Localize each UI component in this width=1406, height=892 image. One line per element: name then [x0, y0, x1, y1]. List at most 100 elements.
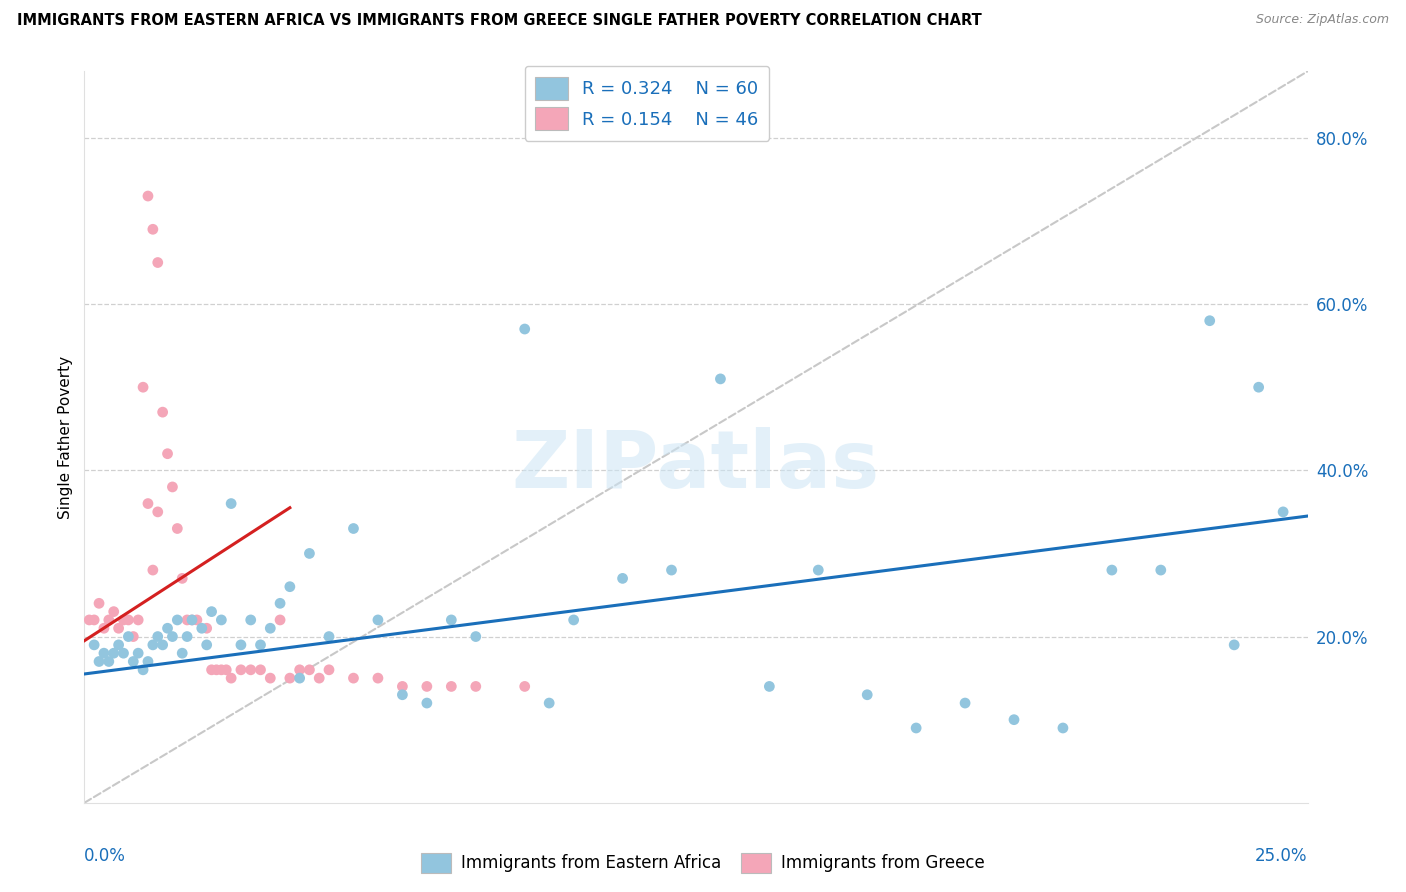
Point	[97, 613, 120, 627]
Point	[152, 405, 174, 419]
Point	[391, 680, 413, 694]
Point	[117, 630, 139, 644]
Text: Source: ZipAtlas.com: Source: ZipAtlas.com	[1256, 13, 1389, 27]
Point	[464, 630, 486, 644]
Text: 25.0%: 25.0%	[1256, 847, 1308, 864]
Point	[1223, 638, 1246, 652]
Point	[156, 621, 179, 635]
Point	[152, 638, 174, 652]
Point	[142, 638, 165, 652]
Point	[367, 671, 389, 685]
Point	[112, 646, 135, 660]
Point	[112, 613, 135, 627]
Point	[127, 613, 149, 627]
Point	[209, 663, 232, 677]
Point	[269, 596, 291, 610]
Point	[162, 480, 184, 494]
Point	[278, 671, 301, 685]
Point	[318, 663, 340, 677]
Point	[259, 671, 281, 685]
Point	[146, 630, 169, 644]
Point	[181, 613, 204, 627]
Point	[166, 613, 188, 627]
Point	[249, 638, 271, 652]
Point	[219, 497, 242, 511]
Point	[195, 638, 218, 652]
Point	[440, 680, 463, 694]
Point	[538, 696, 561, 710]
Point	[416, 696, 439, 710]
Point	[249, 663, 271, 677]
Point	[122, 655, 145, 669]
Point	[146, 255, 169, 269]
Point	[87, 655, 110, 669]
Point	[1052, 721, 1074, 735]
Point	[209, 613, 232, 627]
Point	[103, 605, 125, 619]
Point	[239, 613, 262, 627]
Point	[83, 638, 105, 652]
Point	[205, 663, 228, 677]
Point	[953, 696, 976, 710]
Text: ZIPatlas: ZIPatlas	[512, 427, 880, 506]
Point	[93, 646, 115, 660]
Point	[83, 613, 105, 627]
Point	[391, 688, 413, 702]
Point	[200, 605, 222, 619]
Point	[807, 563, 830, 577]
Point	[136, 655, 159, 669]
Point	[367, 613, 389, 627]
Point	[132, 380, 155, 394]
Legend: Immigrants from Eastern Africa, Immigrants from Greece: Immigrants from Eastern Africa, Immigran…	[415, 847, 991, 880]
Point	[288, 671, 311, 685]
Point	[146, 505, 169, 519]
Point	[342, 671, 364, 685]
Point	[1247, 380, 1270, 394]
Point	[318, 630, 340, 644]
Point	[1002, 713, 1025, 727]
Point	[269, 613, 291, 627]
Y-axis label: Single Father Poverty: Single Father Poverty	[58, 356, 73, 518]
Point	[219, 671, 242, 685]
Point	[181, 613, 204, 627]
Text: IMMIGRANTS FROM EASTERN AFRICA VS IMMIGRANTS FROM GREECE SINGLE FATHER POVERTY C: IMMIGRANTS FROM EASTERN AFRICA VS IMMIGR…	[17, 13, 981, 29]
Point	[166, 521, 188, 535]
Point	[172, 646, 194, 660]
Point	[136, 189, 159, 203]
Point	[215, 663, 238, 677]
Point	[1198, 314, 1220, 328]
Point	[1101, 563, 1123, 577]
Point	[259, 621, 281, 635]
Point	[93, 621, 115, 635]
Point	[195, 621, 218, 635]
Point	[416, 680, 439, 694]
Point	[758, 680, 780, 694]
Point	[176, 613, 198, 627]
Point	[162, 630, 184, 644]
Point	[612, 571, 634, 585]
Point	[156, 447, 179, 461]
Point	[97, 655, 120, 669]
Point	[229, 663, 252, 677]
Point	[136, 497, 159, 511]
Point	[200, 663, 222, 677]
Point	[308, 671, 330, 685]
Point	[905, 721, 928, 735]
Point	[513, 680, 536, 694]
Point	[103, 646, 125, 660]
Point	[107, 638, 129, 652]
Point	[464, 680, 486, 694]
Point	[709, 372, 731, 386]
Point	[298, 546, 321, 560]
Point	[342, 521, 364, 535]
Point	[127, 646, 149, 660]
Point	[132, 663, 155, 677]
Point	[77, 613, 100, 627]
Point	[107, 621, 129, 635]
Point	[122, 630, 145, 644]
Point	[117, 613, 139, 627]
Point	[142, 222, 165, 236]
Point	[661, 563, 683, 577]
Point	[298, 663, 321, 677]
Point	[172, 571, 194, 585]
